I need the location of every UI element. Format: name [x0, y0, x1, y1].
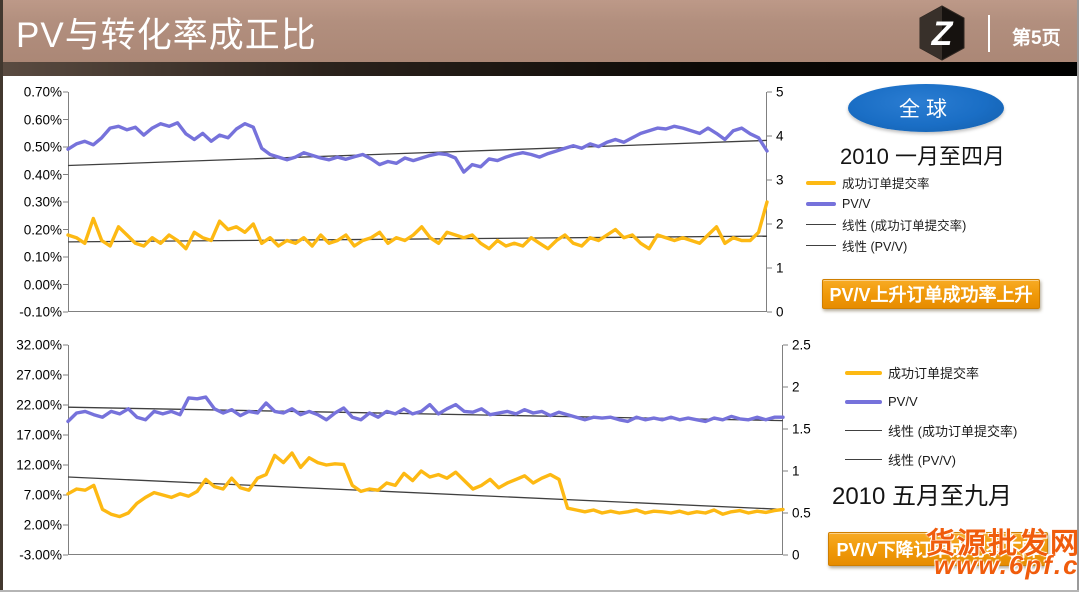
legend-item: PV/V — [845, 387, 1017, 416]
legend-trend-line-icon — [806, 245, 836, 246]
legend-label: 成功订单提交率 — [842, 177, 930, 191]
watermark-site-name: 货源批发网 — [926, 528, 1079, 560]
header-divider — [988, 15, 990, 52]
y-axis-right-tick-label: 1.5 — [792, 421, 811, 437]
watermark-site-url: www.6pf.cn — [934, 550, 1079, 580]
y-axis-right-tick-label: 1 — [792, 463, 800, 479]
top-annotation-banner: PV/V上升订单成功率上升 — [822, 279, 1040, 309]
y-axis-right-tick-label: 0.5 — [792, 505, 811, 521]
bottom-chart-period-title: 2010 五月至九月 — [831, 483, 1013, 510]
y-axis-right-tick-label: 3 — [776, 172, 784, 188]
legend-label: 线性 (成功订单提交率) — [842, 219, 967, 233]
legend-item: 线性 (成功订单提交率) — [845, 416, 1017, 445]
top-chart-period-title: 2010 一月至四月 — [839, 144, 1006, 169]
slide-left-border — [0, 0, 3, 592]
legend-item: 成功订单提交率 — [806, 172, 966, 193]
y-axis-left-tick-label: 0.40% — [23, 167, 62, 182]
top-chart — [63, 91, 772, 313]
slide-right-border — [1077, 0, 1079, 592]
legend-trend-line-icon — [845, 459, 882, 460]
legend-trend-line-icon — [845, 430, 882, 431]
header-underline-band — [0, 62, 1079, 76]
y-axis-right-tick-label: 2.5 — [792, 337, 811, 353]
top-chart-legend: 成功订单提交率 PV/V 线性 (成功订单提交率) 线性 (PV/V) — [806, 172, 966, 256]
slide-bottom-border — [0, 590, 1079, 592]
logo-z-icon: Z — [916, 4, 968, 67]
legend-series-line-icon — [806, 180, 836, 185]
y-axis-left-tick-label: 27.00% — [16, 367, 62, 383]
region-badge: 全球 — [848, 84, 1004, 132]
y-axis-left-tick-label: 0.10% — [23, 249, 62, 265]
legend-label: 成功订单提交率 — [888, 366, 980, 381]
y-axis-left-tick-label: 0.30% — [23, 194, 62, 210]
y-axis-left-tick-label: 0.60% — [23, 112, 62, 127]
y-axis-left-tick-label: 32.00% — [16, 337, 62, 353]
y-axis-right-tick-label: 2 — [792, 379, 800, 395]
y-axis-left-tick-label: 7.00% — [23, 487, 62, 503]
page-number: 第5页 — [1012, 28, 1061, 49]
legend-series-line-icon — [806, 201, 836, 206]
y-axis-right-tick-label: 0 — [776, 304, 784, 320]
bottom-annotation-banner: PV/V下降订单成功率下降 — [828, 532, 1048, 566]
y-axis-left-tick-label: 0.50% — [23, 139, 62, 155]
y-axis-right-tick-label: 2 — [776, 216, 784, 232]
bottom-chart-legend: 成功订单提交率 PV/V 线性 (成功订单提交率) 线性 (PV/V) — [845, 358, 1017, 474]
legend-label: PV/V — [888, 394, 918, 409]
legend-label: 线性 (PV/V) — [888, 453, 956, 468]
header: PV与转化率成正比 Z 第5页 — [0, 0, 1079, 62]
legend-item: 线性 (PV/V) — [845, 445, 1017, 474]
legend-label: 线性 (PV/V) — [842, 240, 908, 254]
logo-letter: Z — [931, 15, 954, 53]
legend-series-line-icon — [845, 399, 882, 404]
legend-label: 线性 (成功订单提交率) — [888, 424, 1018, 439]
y-axis-right-tick-label: 0 — [792, 547, 800, 563]
legend-item: 线性 (PV/V) — [806, 235, 966, 256]
y-axis-right-tick-label: 4 — [776, 128, 784, 144]
legend-item: PV/V — [806, 193, 966, 214]
y-axis-left-tick-label: 2.00% — [23, 517, 62, 533]
y-axis-left-tick-label: 22.00% — [16, 397, 62, 413]
y-axis-left-tick-label: 0.70% — [23, 84, 62, 100]
y-axis-right-tick-label: 1 — [776, 260, 784, 276]
y-axis-left-tick-label: 0.20% — [23, 222, 62, 237]
legend-item: 线性 (成功订单提交率) — [806, 214, 966, 235]
legend-label: PV/V — [842, 196, 871, 211]
page-title: PV与转化率成正比 — [16, 16, 317, 55]
y-axis-left-tick-label: 17.00% — [16, 427, 62, 443]
legend-trend-line-icon — [806, 224, 836, 225]
legend-item: 成功订单提交率 — [845, 358, 1017, 387]
y-axis-left-tick-label: 12.00% — [16, 457, 62, 473]
legend-series-line-icon — [845, 370, 882, 375]
y-axis-left-tick-label: -0.10% — [19, 304, 62, 320]
bottom-chart — [63, 344, 788, 556]
y-axis-right-tick-label: 5 — [776, 84, 784, 100]
y-axis-left-tick-label: 0.00% — [23, 277, 62, 292]
y-axis-left-tick-label: -3.00% — [19, 547, 62, 563]
